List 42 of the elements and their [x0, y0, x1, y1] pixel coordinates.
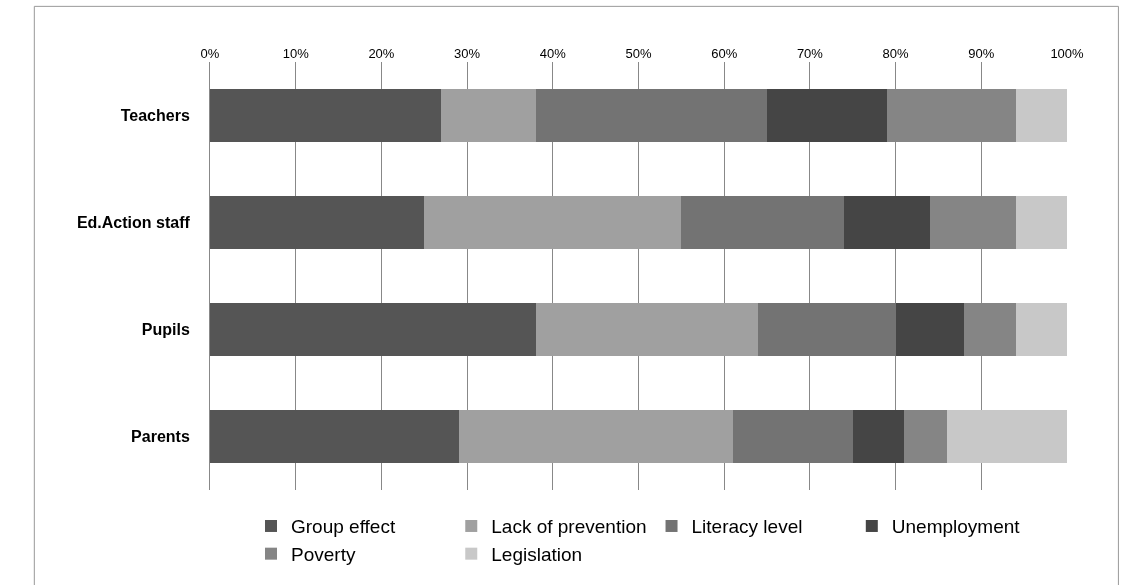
legend-label: Poverty	[291, 544, 356, 566]
bar	[441, 88, 536, 143]
bar	[852, 409, 905, 464]
y-tick-label: Ed.Action staff	[76, 214, 191, 232]
bar	[1015, 195, 1067, 250]
x-tick-label: 0%	[200, 46, 220, 62]
bar	[758, 302, 896, 357]
bar	[681, 195, 845, 250]
bar	[424, 195, 682, 250]
legend-label: Unemployment	[891, 516, 1021, 538]
x-tick-label: 80%	[882, 46, 910, 62]
x-tick-label: 30%	[454, 46, 481, 62]
bar	[210, 88, 442, 143]
x-tick-label: 40%	[539, 46, 567, 62]
x-tick-label: 70%	[796, 46, 824, 62]
x-tick-label: 50%	[625, 46, 652, 62]
bar	[904, 409, 948, 464]
x-tick-label: 20%	[368, 46, 395, 62]
bar	[210, 409, 459, 464]
bar	[1015, 88, 1067, 143]
y-tick-label: Pupils	[141, 321, 190, 339]
bar	[458, 409, 733, 464]
y-tick-label: Teachers	[120, 107, 190, 125]
bar	[947, 409, 1067, 464]
x-tick-label: 100%	[1050, 46, 1085, 62]
bar	[1015, 302, 1067, 357]
bar	[844, 195, 930, 250]
legend-label: Group effect	[291, 516, 396, 538]
bar	[767, 88, 888, 143]
x-tick-label: 10%	[282, 46, 310, 62]
x-tick-label: 90%	[968, 46, 995, 62]
bar	[210, 195, 425, 250]
legend-label: Literacy level	[691, 516, 803, 538]
legend-label: Lack of prevention	[491, 516, 647, 538]
bar	[732, 409, 853, 464]
x-tick-label: 60%	[711, 46, 738, 62]
legend-label: Legislation	[491, 544, 583, 566]
bar	[895, 302, 965, 357]
bar	[210, 302, 536, 357]
bar	[535, 88, 768, 143]
bar	[535, 302, 759, 357]
y-tick-label: Parents	[131, 428, 190, 446]
